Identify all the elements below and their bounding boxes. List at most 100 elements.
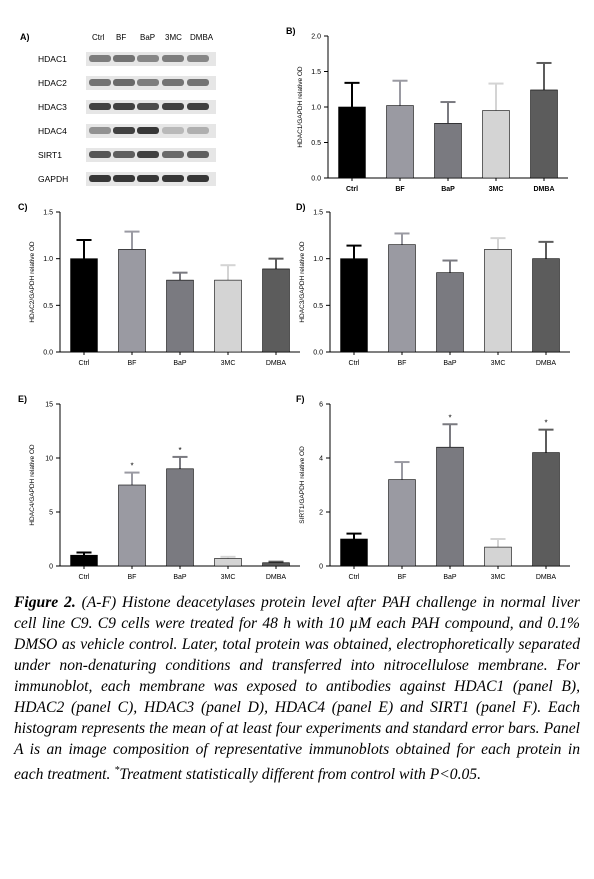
y-tick-label: 0.0 xyxy=(43,350,53,357)
y-tick-label: 2 xyxy=(319,510,323,517)
bar xyxy=(262,562,290,567)
blot-band xyxy=(137,127,159,134)
figure-caption: Figure 2. (A-F) Histone deacetylases pro… xyxy=(14,592,580,785)
bar xyxy=(482,110,510,179)
blot-row-label: HDAC1 xyxy=(38,54,67,64)
blot-row-label: HDAC4 xyxy=(38,126,67,136)
blot-band xyxy=(113,55,135,62)
x-tick-label: Ctrl xyxy=(346,186,358,193)
bar xyxy=(214,279,242,353)
significance-mark: * xyxy=(544,419,547,428)
y-tick-label: 1.5 xyxy=(43,210,53,217)
y-tick-label: 0 xyxy=(49,564,53,571)
y-tick-label: 0.0 xyxy=(311,176,321,183)
x-tick-label: BaP xyxy=(443,360,457,367)
x-tick-label: 3MC xyxy=(489,186,504,193)
x-tick-label: 3MC xyxy=(491,574,506,581)
blot-band xyxy=(89,103,111,110)
y-tick-label: 5 xyxy=(49,510,53,517)
x-tick-label: DMBA xyxy=(266,574,287,581)
x-tick-label: DMBA xyxy=(534,186,555,193)
bar xyxy=(436,272,464,353)
blot-band xyxy=(137,151,159,158)
x-tick-label: BF xyxy=(398,574,407,581)
blot-band xyxy=(187,103,209,110)
blot-band xyxy=(113,79,135,86)
bar xyxy=(388,244,416,353)
bar xyxy=(340,258,368,353)
bar xyxy=(530,89,558,179)
bar xyxy=(262,268,290,353)
panel-e-hdac4-chart: E) HDAC4/GAPDH relative OD 0 5 10 15 Ctrl BF * Ba… xyxy=(18,394,300,581)
panel-c-hdac2-chart: C) HDAC2/GAPDH relative OD 0.0 0.5 1.0 1.5 Ctr… xyxy=(18,202,300,367)
bar xyxy=(484,546,512,567)
x-tick-label: BaP xyxy=(173,574,187,581)
y-axis-label: HDAC3/GAPDH relative OD xyxy=(299,241,306,323)
bar xyxy=(388,479,416,567)
blot-band xyxy=(89,175,111,182)
panel-a-immunoblots: A) Ctrl BF BaP 3MC DMBA HDAC1 HDAC2 HDAC3 HDAC4… xyxy=(0,0,260,200)
blot-band xyxy=(187,175,209,182)
bar xyxy=(386,105,414,179)
x-tick-label: 3MC xyxy=(491,360,506,367)
y-axis-label: HDAC4/GAPDH relative OD xyxy=(29,444,36,526)
x-tick-label: BF xyxy=(128,574,137,581)
y-tick-label: 1.0 xyxy=(311,105,321,112)
bar xyxy=(484,249,512,353)
x-tick-label: Ctrl xyxy=(79,574,90,581)
bar xyxy=(214,558,242,567)
bar xyxy=(532,258,560,353)
y-tick-label: 0.5 xyxy=(311,140,321,147)
blot-band xyxy=(113,175,135,182)
panel-letter: E) xyxy=(18,394,27,404)
y-tick-label: 10 xyxy=(45,456,53,463)
bar xyxy=(166,279,194,353)
blot-band xyxy=(187,127,209,134)
blot-band xyxy=(89,151,111,158)
bar xyxy=(118,249,146,353)
y-tick-label: 0.5 xyxy=(43,303,53,310)
blot-band xyxy=(89,127,111,134)
blot-band xyxy=(113,151,135,158)
bar xyxy=(434,123,462,179)
blot-band xyxy=(89,79,111,86)
y-tick-label: 15 xyxy=(45,402,53,409)
caption-superscript: * xyxy=(114,765,120,776)
panel-d-hdac3-chart: D) HDAC3/GAPDH relative OD 0.0 0.5 1.0 1.5 Ctr… xyxy=(296,202,570,367)
panel-letter: B) xyxy=(286,26,296,36)
bar xyxy=(532,452,560,567)
figure-label: Figure 2. xyxy=(14,594,76,611)
y-tick-label: 6 xyxy=(319,402,323,409)
x-tick-label: BF xyxy=(395,186,405,193)
x-tick-label: DMBA xyxy=(536,574,557,581)
blot-band xyxy=(162,175,184,182)
blot-band xyxy=(162,151,184,158)
blot-band xyxy=(113,127,135,134)
panel-f-sirt1-chart: F) SIRT1/GAPDH relative OD 0 2 4 6 Ctrl BF BaP * 3… xyxy=(296,394,570,581)
significance-mark: * xyxy=(448,413,451,422)
x-tick-label: 3MC xyxy=(221,360,236,367)
x-tick-label: BaP xyxy=(441,186,455,193)
y-tick-label: 4 xyxy=(319,456,323,463)
blot-band xyxy=(162,79,184,86)
bar xyxy=(338,106,366,179)
x-tick-label: DMBA xyxy=(536,360,557,367)
y-tick-label: 1.5 xyxy=(311,69,321,76)
panel-letter: F) xyxy=(296,394,305,404)
panel-a-letter: A) xyxy=(20,32,30,42)
y-axis-label: HDAC1/GAPDH relative OD xyxy=(297,66,304,148)
panel-b-hdac1-chart: B) HDAC1/GAPDH relative OD 0.0 0.5 1.0 1.5 2.0… xyxy=(286,26,568,193)
blot-band xyxy=(137,175,159,182)
y-tick-label: 1.0 xyxy=(43,256,53,263)
x-tick-label: BaP xyxy=(443,574,457,581)
blot-band xyxy=(187,79,209,86)
blot-lane-label: BF xyxy=(116,33,127,42)
blot-row-label: SIRT1 xyxy=(38,150,62,160)
blot-row-label: HDAC3 xyxy=(38,102,67,112)
blot-row-label: GAPDH xyxy=(38,174,69,184)
y-tick-label: 0.0 xyxy=(313,350,323,357)
blot-band xyxy=(137,55,159,62)
x-tick-label: Ctrl xyxy=(349,360,360,367)
caption-text-end: Treatment statistically different from c… xyxy=(119,766,481,784)
x-tick-label: Ctrl xyxy=(79,360,90,367)
